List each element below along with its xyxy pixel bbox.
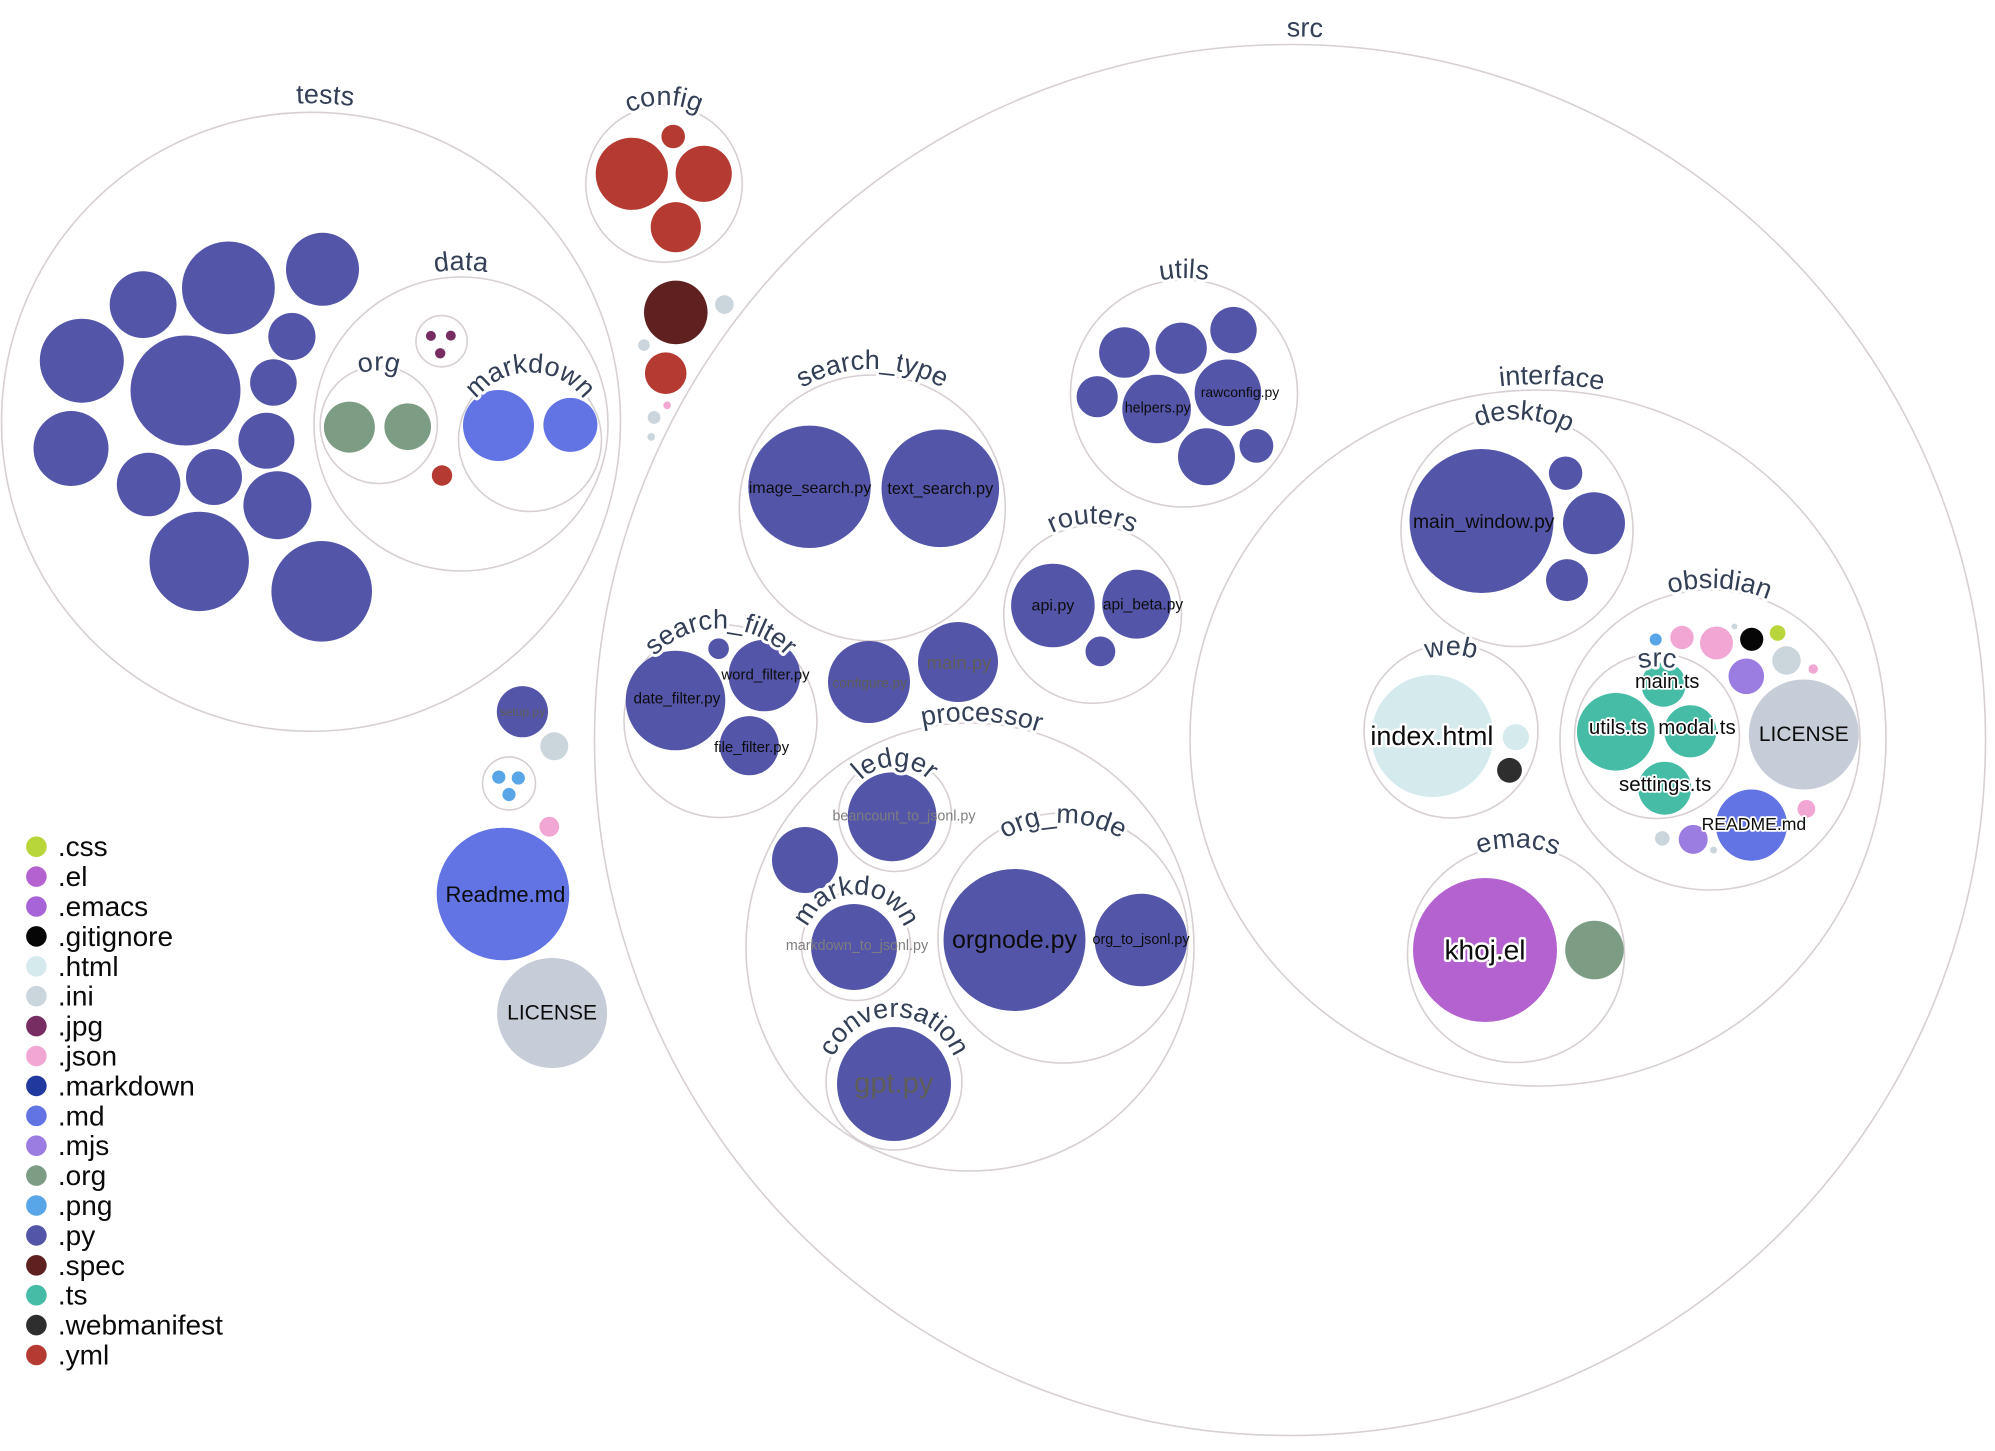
svg-text:.mjs: .mjs (58, 1130, 109, 1161)
svg-text:utils.ts: utils.ts (1589, 716, 1647, 739)
svg-text:.spec: .spec (58, 1250, 125, 1281)
svg-text:LICENSE: LICENSE (507, 1002, 597, 1025)
svg-text:tests: tests (296, 79, 356, 112)
svg-text:src: src (1635, 643, 1678, 675)
svg-text:word_filter.py: word_filter.py (720, 667, 810, 684)
svg-text:.json: .json (58, 1041, 117, 1072)
svg-text:web: web (1421, 631, 1481, 665)
svg-text:.org: .org (58, 1160, 106, 1191)
svg-text:.yml: .yml (58, 1340, 109, 1371)
svg-text:orgnode.py: orgnode.py (952, 926, 1078, 954)
svg-text:api_beta.py: api_beta.py (1103, 597, 1183, 614)
svg-text:.py: .py (58, 1220, 95, 1251)
svg-text:.ts: .ts (58, 1280, 88, 1311)
svg-text:gpt.py: gpt.py (854, 1068, 933, 1100)
svg-text:khoj.el: khoj.el (1445, 935, 1526, 966)
svg-text:text_search.py: text_search.py (887, 480, 994, 498)
svg-text:main.py: main.py (927, 652, 993, 673)
svg-text:main_window.py: main_window.py (1413, 512, 1555, 533)
svg-text:.el: .el (58, 861, 88, 892)
svg-text:beancount_to_jsonl.py: beancount_to_jsonl.py (832, 809, 976, 825)
svg-text:.gitignore: .gitignore (58, 921, 173, 952)
svg-text:data: data (432, 246, 491, 278)
svg-text:configure.py: configure.py (832, 675, 907, 690)
svg-text:helpers.py: helpers.py (1125, 401, 1192, 417)
svg-text:LICENSE: LICENSE (1759, 723, 1849, 746)
svg-text:settings.ts: settings.ts (1619, 773, 1711, 796)
svg-text:main.ts: main.ts (1635, 671, 1699, 693)
svg-text:rawconfig.py: rawconfig.py (1201, 384, 1280, 400)
svg-text:.css: .css (58, 831, 108, 862)
svg-text:utils: utils (1157, 254, 1212, 286)
svg-text:file_filter.py: file_filter.py (714, 739, 790, 756)
svg-text:src: src (1287, 12, 1324, 43)
svg-text:.jpg: .jpg (58, 1011, 103, 1042)
svg-text:.html: .html (58, 951, 119, 982)
svg-text:Readme.md: Readme.md (445, 882, 565, 907)
svg-text:org_to_jsonl.py: org_to_jsonl.py (1093, 932, 1191, 948)
svg-text:.ini: .ini (58, 981, 94, 1012)
svg-text:.md: .md (58, 1100, 105, 1131)
svg-text:.png: .png (58, 1190, 113, 1221)
svg-text:modal.ts: modal.ts (1658, 716, 1735, 739)
svg-text:index.html: index.html (1370, 721, 1493, 751)
svg-text:org: org (354, 346, 403, 379)
svg-text:image_search.py: image_search.py (749, 479, 873, 497)
svg-text:api.py: api.py (1032, 598, 1075, 615)
svg-text:date_filter.py: date_filter.py (634, 691, 721, 708)
svg-text:markdown_to_jsonl.py: markdown_to_jsonl.py (786, 938, 929, 954)
svg-text:.emacs: .emacs (58, 891, 148, 922)
svg-text:.markdown: .markdown (58, 1070, 195, 1101)
svg-text:setup.py: setup.py (500, 705, 545, 719)
svg-text:README.md: README.md (1702, 814, 1807, 834)
svg-text:.webmanifest: .webmanifest (58, 1310, 223, 1341)
